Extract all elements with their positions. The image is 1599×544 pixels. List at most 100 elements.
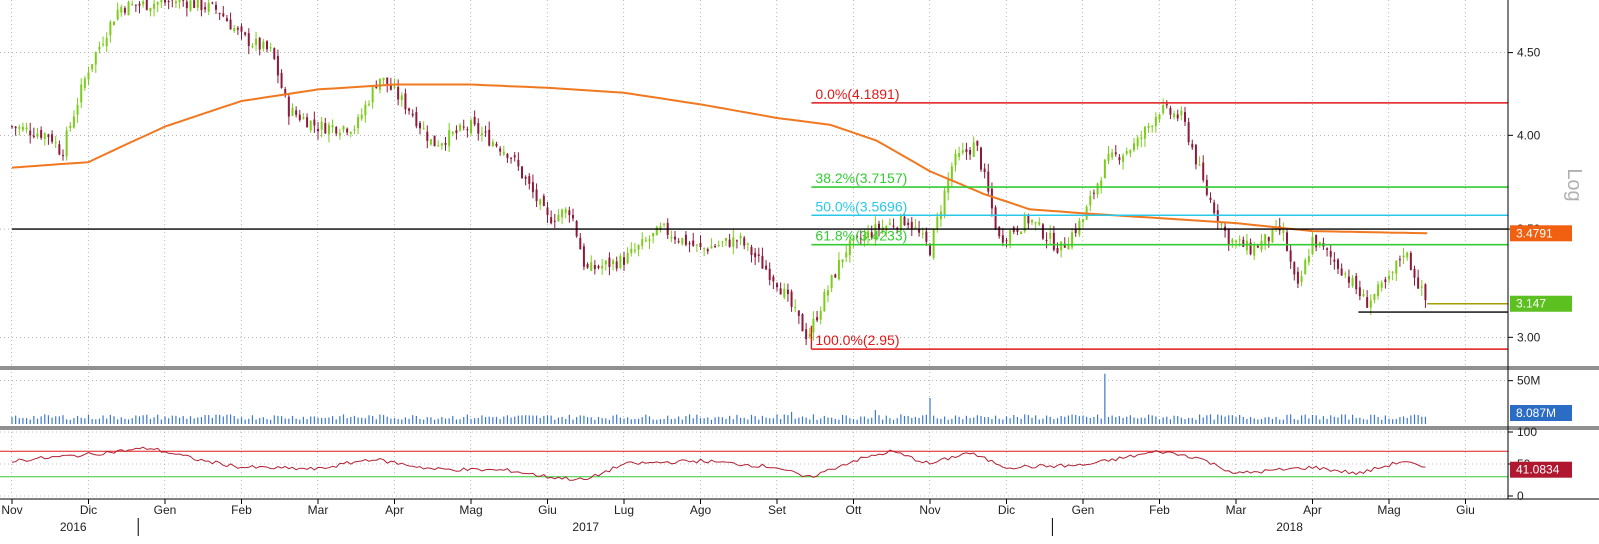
candle-body bbox=[1289, 250, 1292, 262]
candle-body bbox=[994, 207, 997, 230]
candle-body bbox=[1409, 252, 1412, 270]
candle-body bbox=[1162, 105, 1165, 114]
candle-body bbox=[914, 227, 917, 229]
candle-body bbox=[185, 1, 188, 9]
candle-body bbox=[167, 0, 170, 2]
candle-body bbox=[1213, 202, 1216, 214]
candle-body bbox=[1129, 150, 1132, 154]
candle-body bbox=[524, 176, 527, 179]
candle-body bbox=[54, 142, 57, 144]
candle-body bbox=[692, 240, 695, 246]
candle-body bbox=[783, 288, 786, 298]
month-label: Nov bbox=[1, 503, 22, 517]
panel-separator bbox=[0, 366, 1599, 370]
candle-body bbox=[1041, 224, 1044, 239]
candle-body bbox=[725, 237, 727, 241]
candle-body bbox=[1049, 232, 1052, 239]
candle-body bbox=[426, 131, 429, 141]
candle-body bbox=[87, 72, 90, 80]
candle-body bbox=[1001, 235, 1004, 243]
month-label: Ott bbox=[845, 503, 862, 517]
candle-body bbox=[36, 133, 39, 137]
candle-body bbox=[816, 317, 819, 321]
candle-body bbox=[714, 246, 717, 248]
candle-body bbox=[196, 0, 199, 8]
candle-body bbox=[247, 33, 250, 46]
candle-body bbox=[1300, 276, 1303, 282]
candle-body bbox=[145, 0, 148, 10]
candle-body bbox=[291, 107, 294, 116]
candle-body bbox=[1158, 114, 1161, 120]
candle-body bbox=[1023, 215, 1026, 232]
candle-body bbox=[786, 289, 789, 294]
month-label: Gen bbox=[154, 503, 177, 517]
candle-body bbox=[510, 157, 513, 159]
month-label: Feb bbox=[231, 503, 252, 517]
candle-body bbox=[626, 253, 629, 264]
candle-body bbox=[80, 84, 83, 103]
candle-body bbox=[236, 28, 239, 30]
candle-body bbox=[910, 221, 913, 230]
candle-body bbox=[1271, 228, 1274, 243]
candle-body bbox=[273, 48, 276, 59]
candle-body bbox=[885, 226, 888, 231]
candle-body bbox=[1413, 268, 1416, 278]
candle-body bbox=[433, 135, 436, 147]
candle-body bbox=[229, 19, 232, 30]
candle-body bbox=[1034, 222, 1037, 224]
candle-body bbox=[444, 142, 447, 145]
candle-body bbox=[1311, 236, 1314, 255]
candle-body bbox=[364, 104, 367, 116]
candle-body bbox=[1169, 108, 1172, 115]
month-label: Apr bbox=[385, 503, 404, 517]
candle-body bbox=[1395, 260, 1398, 274]
candle-body bbox=[174, 1, 177, 4]
month-label: Mar bbox=[308, 503, 329, 517]
candle-body bbox=[43, 133, 46, 140]
candle-body bbox=[681, 237, 684, 244]
candle-body bbox=[295, 110, 298, 115]
year-label: 2018 bbox=[1276, 520, 1303, 534]
candle-body bbox=[943, 190, 946, 216]
month-label: Dic bbox=[80, 503, 97, 517]
candle-body bbox=[735, 240, 738, 242]
candle-body bbox=[1362, 294, 1365, 297]
candle-body bbox=[1249, 242, 1252, 255]
candle-body bbox=[284, 89, 287, 96]
candle-body bbox=[936, 216, 939, 229]
candle-body bbox=[1107, 153, 1110, 161]
candle-body bbox=[14, 126, 17, 129]
candle-body bbox=[466, 129, 469, 131]
candle-body bbox=[1202, 162, 1205, 181]
candle-body bbox=[233, 27, 236, 32]
candle-body bbox=[582, 246, 585, 267]
candle-body bbox=[1198, 164, 1201, 166]
candle-body bbox=[502, 151, 505, 155]
candle-body bbox=[429, 139, 432, 145]
candle-body bbox=[11, 126, 13, 128]
rsi-panel bbox=[0, 446, 1508, 481]
rsi-tick-label: 0 bbox=[1517, 489, 1524, 503]
candle-body bbox=[845, 252, 848, 258]
candle-body bbox=[1344, 273, 1347, 275]
month-label: Mar bbox=[1226, 503, 1247, 517]
panel-separator bbox=[0, 426, 1599, 430]
candle-body bbox=[1038, 222, 1041, 225]
candle-body bbox=[652, 233, 655, 237]
volume-panel bbox=[11, 373, 1427, 424]
candle-body bbox=[25, 127, 28, 130]
candle-body bbox=[918, 229, 921, 233]
candle-body bbox=[772, 276, 775, 282]
candle-body bbox=[1238, 239, 1241, 241]
last-volume-tag bbox=[1510, 404, 1572, 421]
candle-body bbox=[1388, 275, 1390, 280]
candle-body bbox=[1286, 232, 1288, 251]
candle-body bbox=[535, 189, 538, 202]
candle-body bbox=[1231, 239, 1234, 243]
candle-body bbox=[331, 125, 334, 128]
candle-body bbox=[874, 224, 877, 240]
candle-body bbox=[251, 45, 254, 48]
candle-body bbox=[659, 226, 662, 231]
candle-body bbox=[400, 95, 403, 101]
candle-body bbox=[746, 243, 749, 245]
